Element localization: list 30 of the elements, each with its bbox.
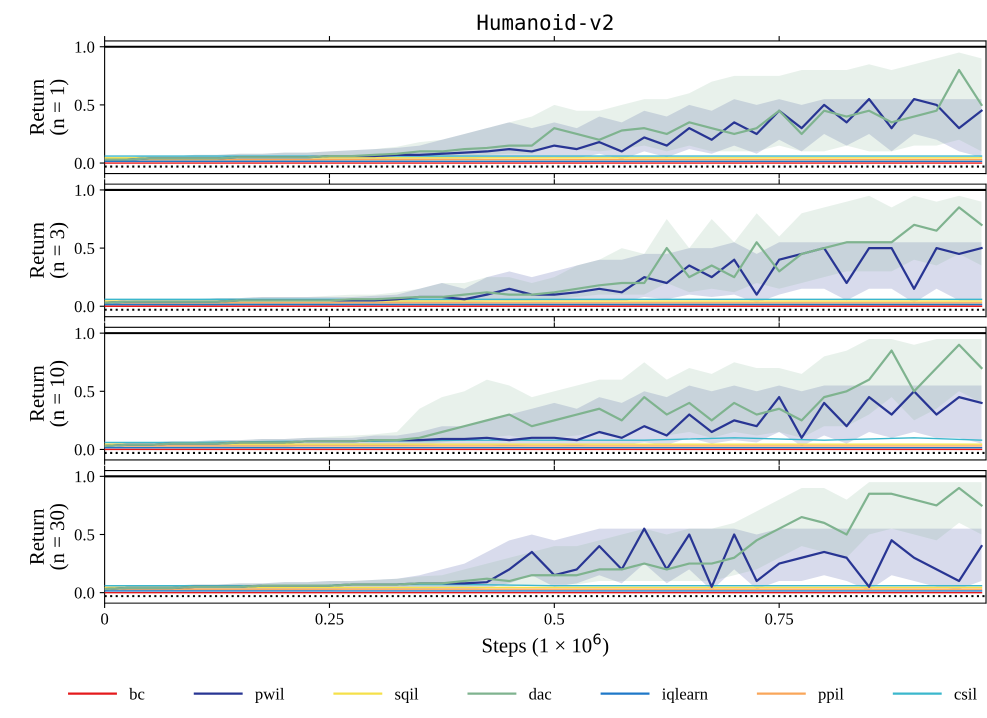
y-axis-title: Return (n = 1) [30, 79, 69, 135]
x-tick-label: 0.5 [544, 613, 564, 625]
legend-label: csil [954, 688, 977, 700]
legend-label: sqil [395, 688, 418, 703]
x-tick-label: 0 [101, 613, 108, 625]
y-tick-label: 1.0 [76, 328, 94, 340]
y-tick-label: 0.5 [74, 529, 94, 541]
y-tick-label: 1.0 [76, 471, 94, 482]
x-tick-label: 0.75 [765, 613, 794, 625]
y-axis-title: Return (n = 10) [30, 360, 69, 426]
legend-label: iqlearn [662, 688, 708, 703]
y-tick-label: 0.0 [74, 300, 94, 312]
legend-label: ppil [818, 688, 844, 703]
y-tick-label: 1.0 [76, 41, 94, 53]
y-tick-label: 0.5 [74, 386, 94, 398]
y-tick-label: 0.5 [74, 242, 94, 254]
y-tick-label: 0.5 [74, 100, 94, 111]
y-tick-label: 0.0 [74, 444, 94, 456]
x-axis-title: Steps (1 × 10$^{6}$) [482, 634, 608, 657]
y-tick-label: 1.0 [76, 184, 94, 196]
line-series [104, 68, 983, 161]
y-axis-title: Return (n = 3) [30, 222, 69, 278]
x-tick-label: 0.25 [316, 613, 344, 625]
legend-label: bc [129, 688, 144, 700]
y-tick-label: 0.0 [74, 158, 94, 170]
y-axis-title: Return (n = 30) [30, 504, 69, 570]
legend-label: pwil [255, 688, 284, 703]
legend-label: dac [529, 688, 552, 700]
y-tick-label: 0.0 [74, 587, 94, 599]
chart-title: Humanoid-v2 [478, 14, 613, 30]
